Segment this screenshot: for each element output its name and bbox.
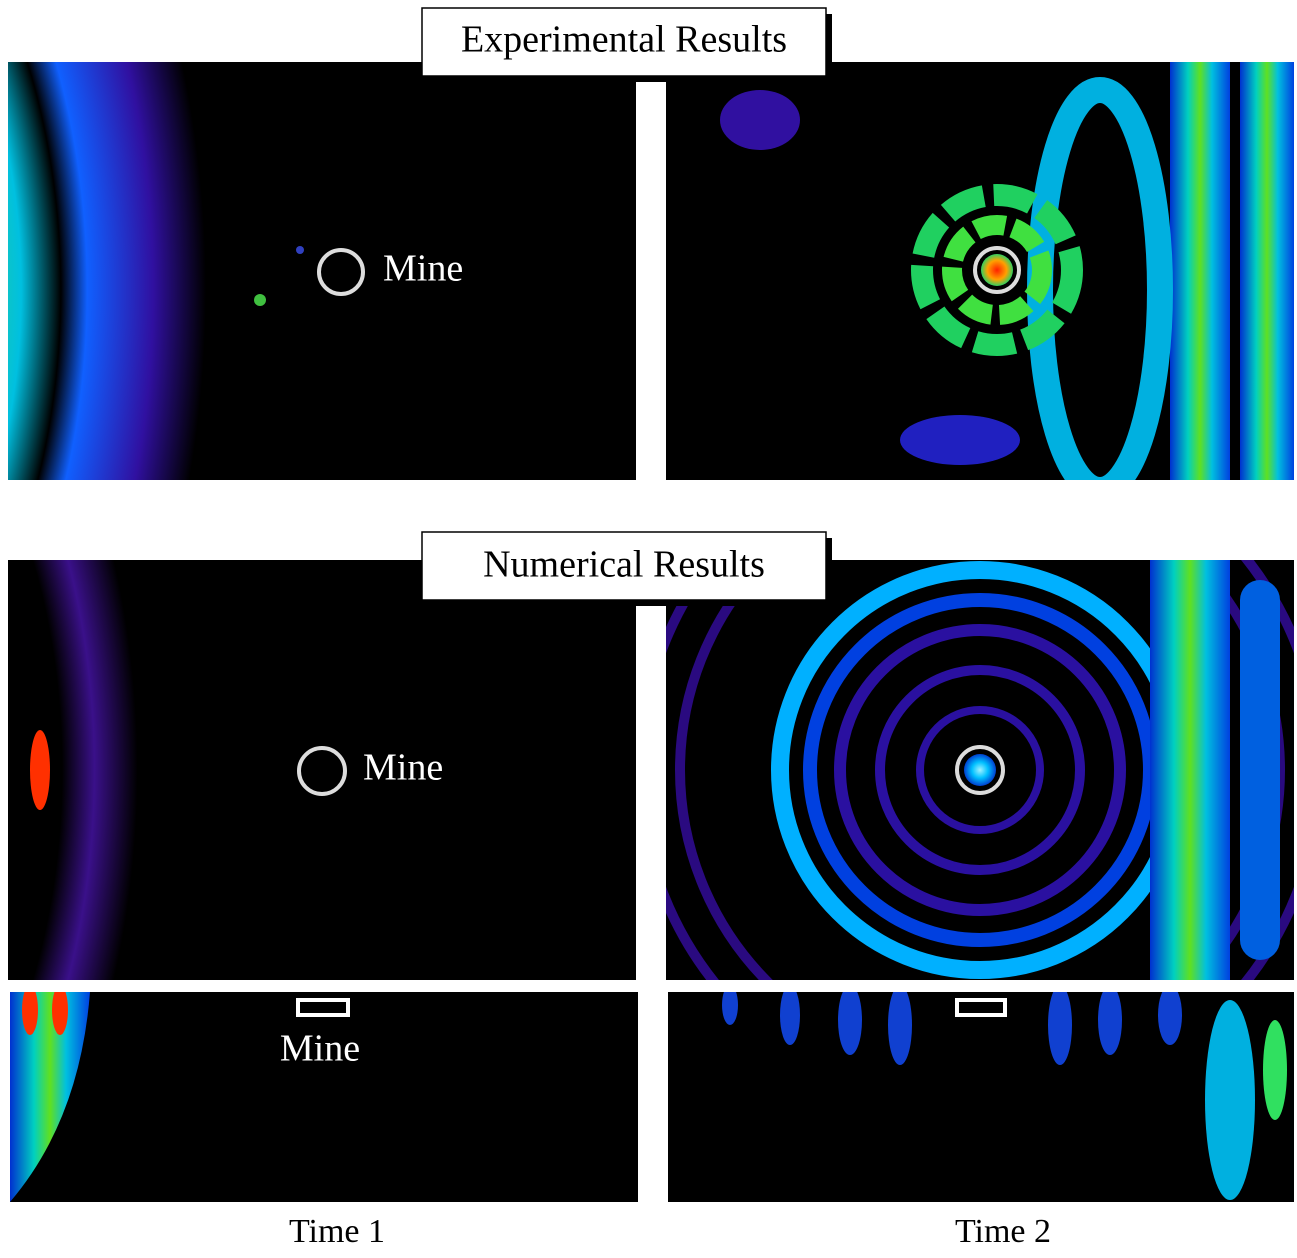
mine-label: Mine: [363, 747, 443, 789]
num-panel-1: [8, 560, 636, 980]
time-label: Time 1: [289, 1213, 385, 1250]
title-box: [421, 531, 827, 601]
mine-markers: [296, 246, 1021, 1017]
mine-label: Mine: [383, 248, 463, 290]
num-side-1: [10, 992, 638, 1202]
exp-panel-1: [8, 62, 636, 480]
section-title: Experimental Results: [461, 19, 787, 61]
num-side-2: [668, 992, 1294, 1202]
time-label: Time 2: [955, 1213, 1051, 1250]
section-title: Numerical Results: [483, 544, 765, 586]
mine-label: Mine: [280, 1028, 360, 1070]
exp-panel-2: [666, 62, 1294, 480]
title-box: [421, 7, 827, 77]
num-panel-2: [666, 560, 1294, 980]
